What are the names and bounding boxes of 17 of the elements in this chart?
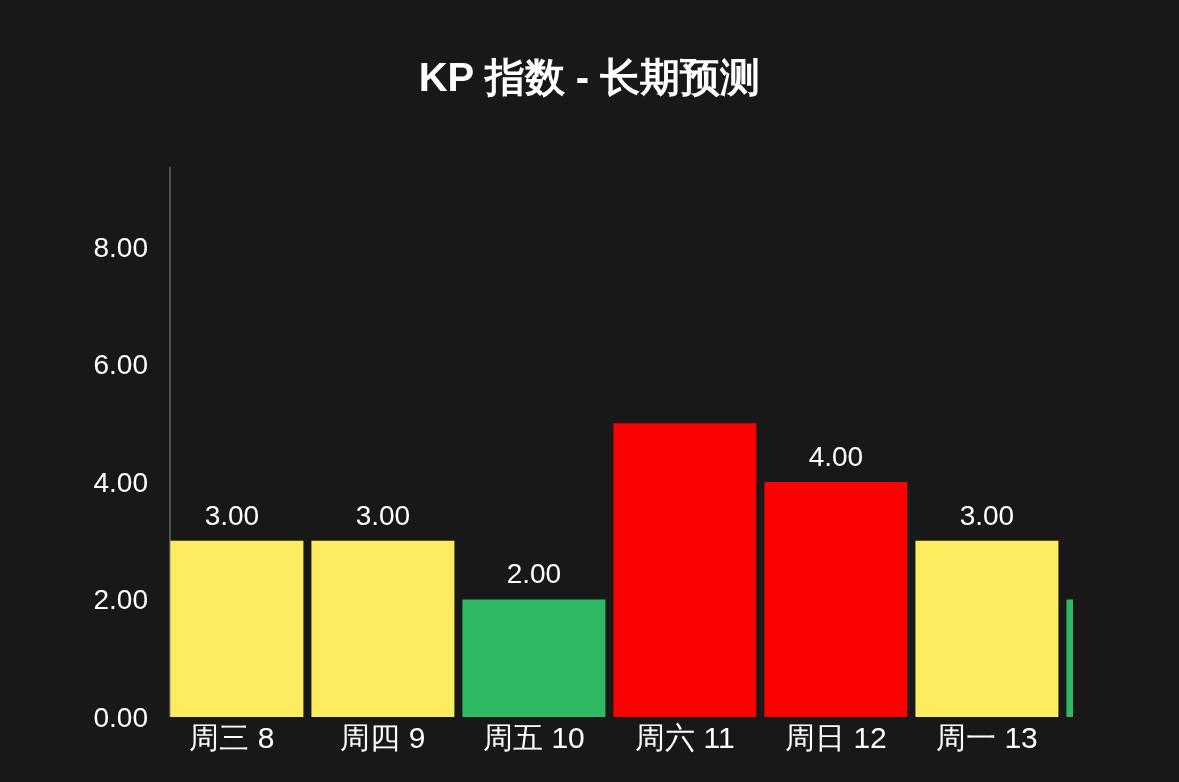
data-label: 3.00 (959, 499, 1015, 531)
x-tick-label: 周六 11 (635, 721, 735, 755)
data-label: 2.00 (506, 558, 562, 590)
x-tick-label: 周一 13 (936, 721, 1038, 755)
y-tick-label: 8.00 (93, 231, 148, 263)
data-label: 3.00 (204, 499, 260, 531)
y-tick-label: 4.00 (93, 466, 148, 498)
x-tick-label: 周三 8 (189, 721, 275, 755)
y-tick-label: 0.00 (93, 701, 148, 733)
y-tick-label: 2.00 (93, 584, 148, 616)
x-tick-label: 周四 9 (340, 721, 426, 755)
data-label: 4.00 (808, 440, 864, 472)
x-tick-label: 周五 10 (483, 721, 585, 755)
y-tick-label: 6.00 (93, 349, 148, 381)
x-tick-label: 周日 12 (785, 721, 887, 755)
data-label: 3.00 (355, 499, 411, 531)
chart-title: KP 指数 - 长期预测 (417, 54, 762, 101)
